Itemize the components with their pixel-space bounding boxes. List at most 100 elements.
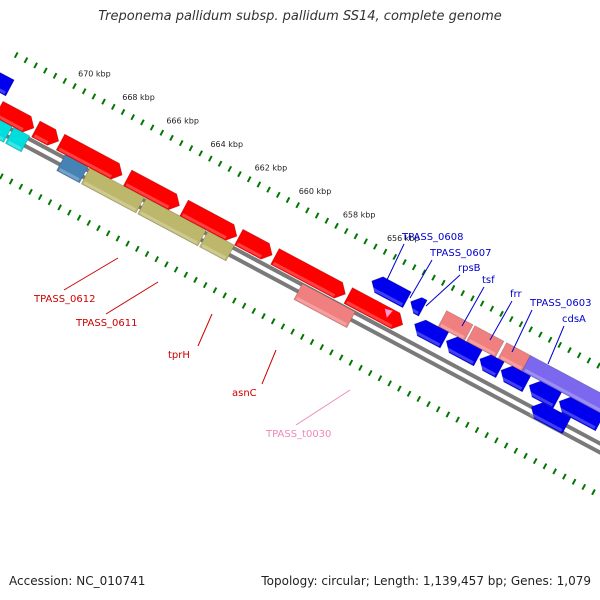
gene-reverse-tsf[interactable] <box>445 336 483 367</box>
ruler-tick-outer <box>441 279 446 286</box>
ruler-tick-outer <box>567 346 572 354</box>
ruler-tick-outer <box>43 67 48 74</box>
gene-forward-1[interactable] <box>0 100 35 133</box>
gene-forward-2[interactable] <box>31 120 60 146</box>
gene-label-tpass-0607[interactable]: TPASS_0607 <box>429 248 491 259</box>
ruler-label-666: 666 kbp <box>166 117 199 126</box>
gene-label-tpass-0603[interactable]: TPASS_0603 <box>529 298 591 309</box>
ruler-tick-inner <box>222 292 227 299</box>
ruler-tick-outer <box>334 222 339 230</box>
ruler-tick-inner <box>338 354 344 361</box>
ruler-tick-inner <box>397 385 402 392</box>
feature-slate[interactable] <box>56 154 89 184</box>
ruler-tick-outer <box>217 160 223 167</box>
gene-reverse-frr[interactable] <box>479 354 505 379</box>
ruler-tick-inner <box>18 183 24 190</box>
ruler-tick-inner <box>96 224 101 232</box>
gene-forward-3[interactable] <box>55 133 123 180</box>
ruler-tick-inner <box>358 364 363 372</box>
gene-forward-4-highlight <box>125 183 170 209</box>
genome-summary-text: Topology: circular; Length: 1,139,457 bp… <box>261 574 591 588</box>
gene-reverse-0603a-highlight <box>498 375 523 390</box>
ruler-tick-outer <box>499 310 504 318</box>
gene-label-tsf[interactable]: tsf <box>482 275 495 286</box>
gene-label-leader <box>63 257 119 291</box>
feature-pseudo-asnc[interactable] <box>293 283 356 329</box>
gene-label-rpsb[interactable]: rpsB <box>458 263 481 274</box>
feature-cyan-1[interactable] <box>0 108 13 143</box>
ruler-tick-inner <box>154 256 159 263</box>
ruler-label-670: 670 kbp <box>78 70 111 79</box>
gene-label-leader <box>489 300 513 341</box>
ruler-tick-outer <box>52 72 58 79</box>
ruler-tick-outer <box>557 341 563 349</box>
gene-reverse-inner[interactable] <box>530 402 572 434</box>
gene-label-asnc[interactable]: asnC <box>232 388 257 399</box>
ruler-tick-outer <box>518 321 524 328</box>
ruler-label-658: 658 kbp <box>343 211 376 220</box>
feature-olive-2[interactable] <box>137 197 207 247</box>
gene-label-leader <box>461 286 485 327</box>
feature-pseudo-0607[interactable] <box>465 325 505 358</box>
ruler-tick-outer <box>188 145 194 152</box>
gene-reverse-small[interactable] <box>410 297 428 317</box>
ruler-tick-inner <box>144 250 150 258</box>
ruler-tick-inner <box>484 432 489 439</box>
gene-forward-tpass-0612[interactable] <box>179 199 238 241</box>
gene-forward-tpass-0612-highlight <box>182 213 227 240</box>
ruler-tick-inner <box>270 318 276 325</box>
ruler-tick-inner <box>193 276 198 284</box>
feature-olive-3-highlight <box>201 244 227 260</box>
gene-label-tpass-0608[interactable]: TPASS_0608 <box>401 232 463 243</box>
gene-forward-asnc[interactable] <box>343 287 404 330</box>
ruler-tick-outer <box>421 269 427 276</box>
map-title: Treponema pallidum subsp. pallidum SS14,… <box>98 9 502 24</box>
gene-label-leader <box>261 349 277 385</box>
ruler-tick-outer <box>91 93 97 100</box>
gene-forward-tpass-0611[interactable] <box>234 228 273 260</box>
ruler-tick-outer <box>508 315 514 323</box>
ruler-tick-inner <box>76 214 82 221</box>
ruler-tick-inner <box>406 390 412 397</box>
gene-label-frr[interactable]: frr <box>510 289 522 300</box>
ruler-tick-inner <box>67 209 72 216</box>
ruler-tick-inner <box>532 457 538 465</box>
gene-label-tpass-0611[interactable]: TPASS_0611 <box>75 318 137 329</box>
gene-reverse-0603a[interactable] <box>500 365 532 393</box>
ruler-tick-outer <box>460 290 465 297</box>
gene-reverse-inner-highlight <box>529 412 563 432</box>
gene-forward-tprh-highlight <box>272 261 336 297</box>
feature-olive-3[interactable] <box>199 230 235 262</box>
feature-olive-1[interactable] <box>80 167 145 214</box>
ruler-tick-inner <box>105 230 111 237</box>
ruler-tick-inner <box>474 426 480 434</box>
feature-purple[interactable] <box>521 354 600 414</box>
ruler-tick-inner <box>581 483 587 491</box>
ruler-tick-inner <box>552 468 557 475</box>
ruler-tick-inner <box>280 323 286 330</box>
gene-forward-tprh[interactable] <box>270 248 346 299</box>
ruler-tick-inner <box>135 245 140 252</box>
ruler-tick-outer <box>431 274 436 281</box>
gene-label-cdsa[interactable]: cdsA <box>562 314 586 325</box>
feature-pseudo-0607-highlight <box>468 339 496 356</box>
gene-reverse-far-left[interactable] <box>0 70 15 97</box>
gene-label-tpass-t0030[interactable]: TPASS_t0030 <box>265 429 331 440</box>
feature-pseudo-asnc-highlight <box>296 296 347 326</box>
ruler-tick-inner <box>387 380 392 387</box>
gene-reverse-tpass-0608[interactable] <box>371 276 412 309</box>
ruler-tick-inner <box>348 359 354 366</box>
gene-label-tprh[interactable]: tprH <box>168 350 190 361</box>
gene-reverse-cdsa[interactable] <box>558 396 600 432</box>
rna-tpass-t0030-marker[interactable] <box>384 308 393 318</box>
gene-label-leader <box>295 389 351 426</box>
ruler-tick-inner <box>115 235 121 242</box>
gene-label-tpass-0612[interactable]: TPASS_0612 <box>33 294 95 305</box>
ruler-tick-inner <box>319 344 324 351</box>
ruler-tick-inner <box>261 312 266 320</box>
feature-pseudo-0608[interactable] <box>437 310 474 342</box>
gene-reverse-rpsb[interactable] <box>414 319 450 349</box>
feature-cyan-2[interactable] <box>5 127 31 153</box>
ruler-label-656: 656 kbp <box>387 234 420 243</box>
